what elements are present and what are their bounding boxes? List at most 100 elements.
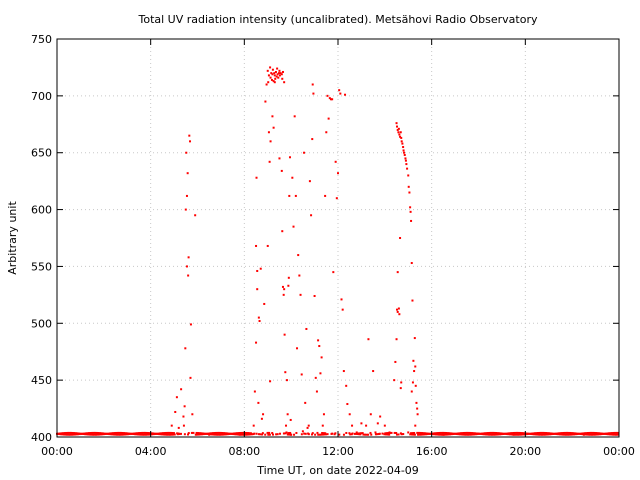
baseline-point	[269, 434, 271, 436]
data-point	[326, 95, 328, 97]
data-point	[396, 338, 398, 340]
data-point	[190, 323, 192, 325]
data-point	[171, 425, 173, 427]
data-point	[374, 431, 376, 433]
data-point	[344, 94, 346, 96]
baseline-point	[391, 432, 393, 434]
data-point	[187, 172, 189, 174]
baseline-point	[279, 433, 281, 435]
data-point	[332, 271, 334, 273]
data-point	[396, 126, 398, 128]
data-point	[261, 418, 263, 420]
data-point	[393, 379, 395, 381]
data-point	[360, 422, 362, 424]
data-point	[308, 425, 310, 427]
baseline-point	[327, 433, 329, 435]
data-point	[314, 295, 316, 297]
baseline-point	[414, 434, 416, 436]
data-point	[405, 160, 407, 162]
data-point	[248, 433, 250, 435]
data-point	[389, 431, 391, 433]
data-point	[318, 345, 320, 347]
data-point	[255, 342, 257, 344]
y-tick-label: 450	[31, 374, 52, 387]
data-point	[268, 74, 270, 76]
data-point	[351, 425, 353, 427]
baseline-point	[331, 433, 333, 435]
data-point	[398, 313, 400, 315]
data-point	[414, 425, 416, 427]
data-point	[188, 256, 190, 258]
data-point	[323, 413, 325, 415]
x-tick-label: 16:00	[416, 445, 448, 458]
data-point	[281, 73, 283, 75]
data-point	[315, 377, 317, 379]
data-point	[346, 403, 348, 405]
y-tick-label: 550	[31, 260, 52, 273]
data-point	[337, 172, 339, 174]
data-point	[283, 288, 285, 290]
data-point	[339, 93, 341, 95]
data-point	[396, 309, 398, 311]
data-point	[310, 214, 312, 216]
data-point	[325, 131, 327, 133]
baseline-point	[264, 434, 266, 436]
data-point	[297, 254, 299, 256]
data-point	[273, 127, 275, 129]
plot-frame	[57, 39, 619, 437]
data-point	[335, 161, 337, 163]
data-point	[281, 78, 283, 80]
data-point	[282, 286, 284, 288]
data-point	[415, 385, 417, 387]
data-point	[402, 146, 404, 148]
data-point	[309, 180, 311, 182]
data-point	[285, 431, 287, 433]
data-point	[416, 408, 418, 410]
data-point	[278, 70, 280, 72]
data-point	[182, 416, 184, 418]
data-point	[295, 195, 297, 197]
baseline-point	[289, 432, 291, 434]
y-tick-label: 700	[31, 90, 52, 103]
y-axis: 400 450 500 550 600 650 700 750	[31, 33, 619, 444]
data-point	[372, 370, 374, 372]
data-point	[274, 74, 276, 76]
data-point	[398, 128, 400, 130]
data-point	[304, 402, 306, 404]
data-point	[255, 245, 257, 247]
data-point	[268, 131, 270, 133]
data-point	[400, 387, 402, 389]
data-point	[184, 347, 186, 349]
baseline-point	[277, 433, 279, 435]
data-point	[384, 425, 386, 427]
data-point	[367, 338, 369, 340]
x-tick-label: 20:00	[509, 445, 541, 458]
baseline-point	[316, 432, 318, 434]
baseline-point	[398, 433, 400, 435]
data-point	[548, 433, 550, 435]
data-point	[267, 245, 269, 247]
data-point	[331, 98, 333, 100]
baseline-point	[314, 434, 316, 436]
data-point	[272, 69, 274, 71]
data-point	[379, 416, 381, 418]
data-point	[269, 380, 271, 382]
data-point	[298, 275, 300, 277]
data-point	[277, 77, 279, 79]
data-point	[413, 370, 415, 372]
data-point	[269, 161, 271, 163]
data-point	[398, 134, 400, 136]
data-point	[186, 195, 188, 197]
x-tick-label: 12:00	[322, 445, 354, 458]
data-point	[312, 93, 314, 95]
baseline-point	[293, 434, 295, 436]
data-point	[180, 388, 182, 390]
data-point	[381, 433, 383, 435]
y-tick-label: 400	[31, 431, 52, 444]
data-point	[256, 288, 258, 290]
data-point	[316, 391, 318, 393]
data-point	[356, 431, 358, 433]
data-point	[263, 303, 265, 305]
data-point	[225, 433, 227, 435]
baseline-point	[253, 433, 255, 435]
